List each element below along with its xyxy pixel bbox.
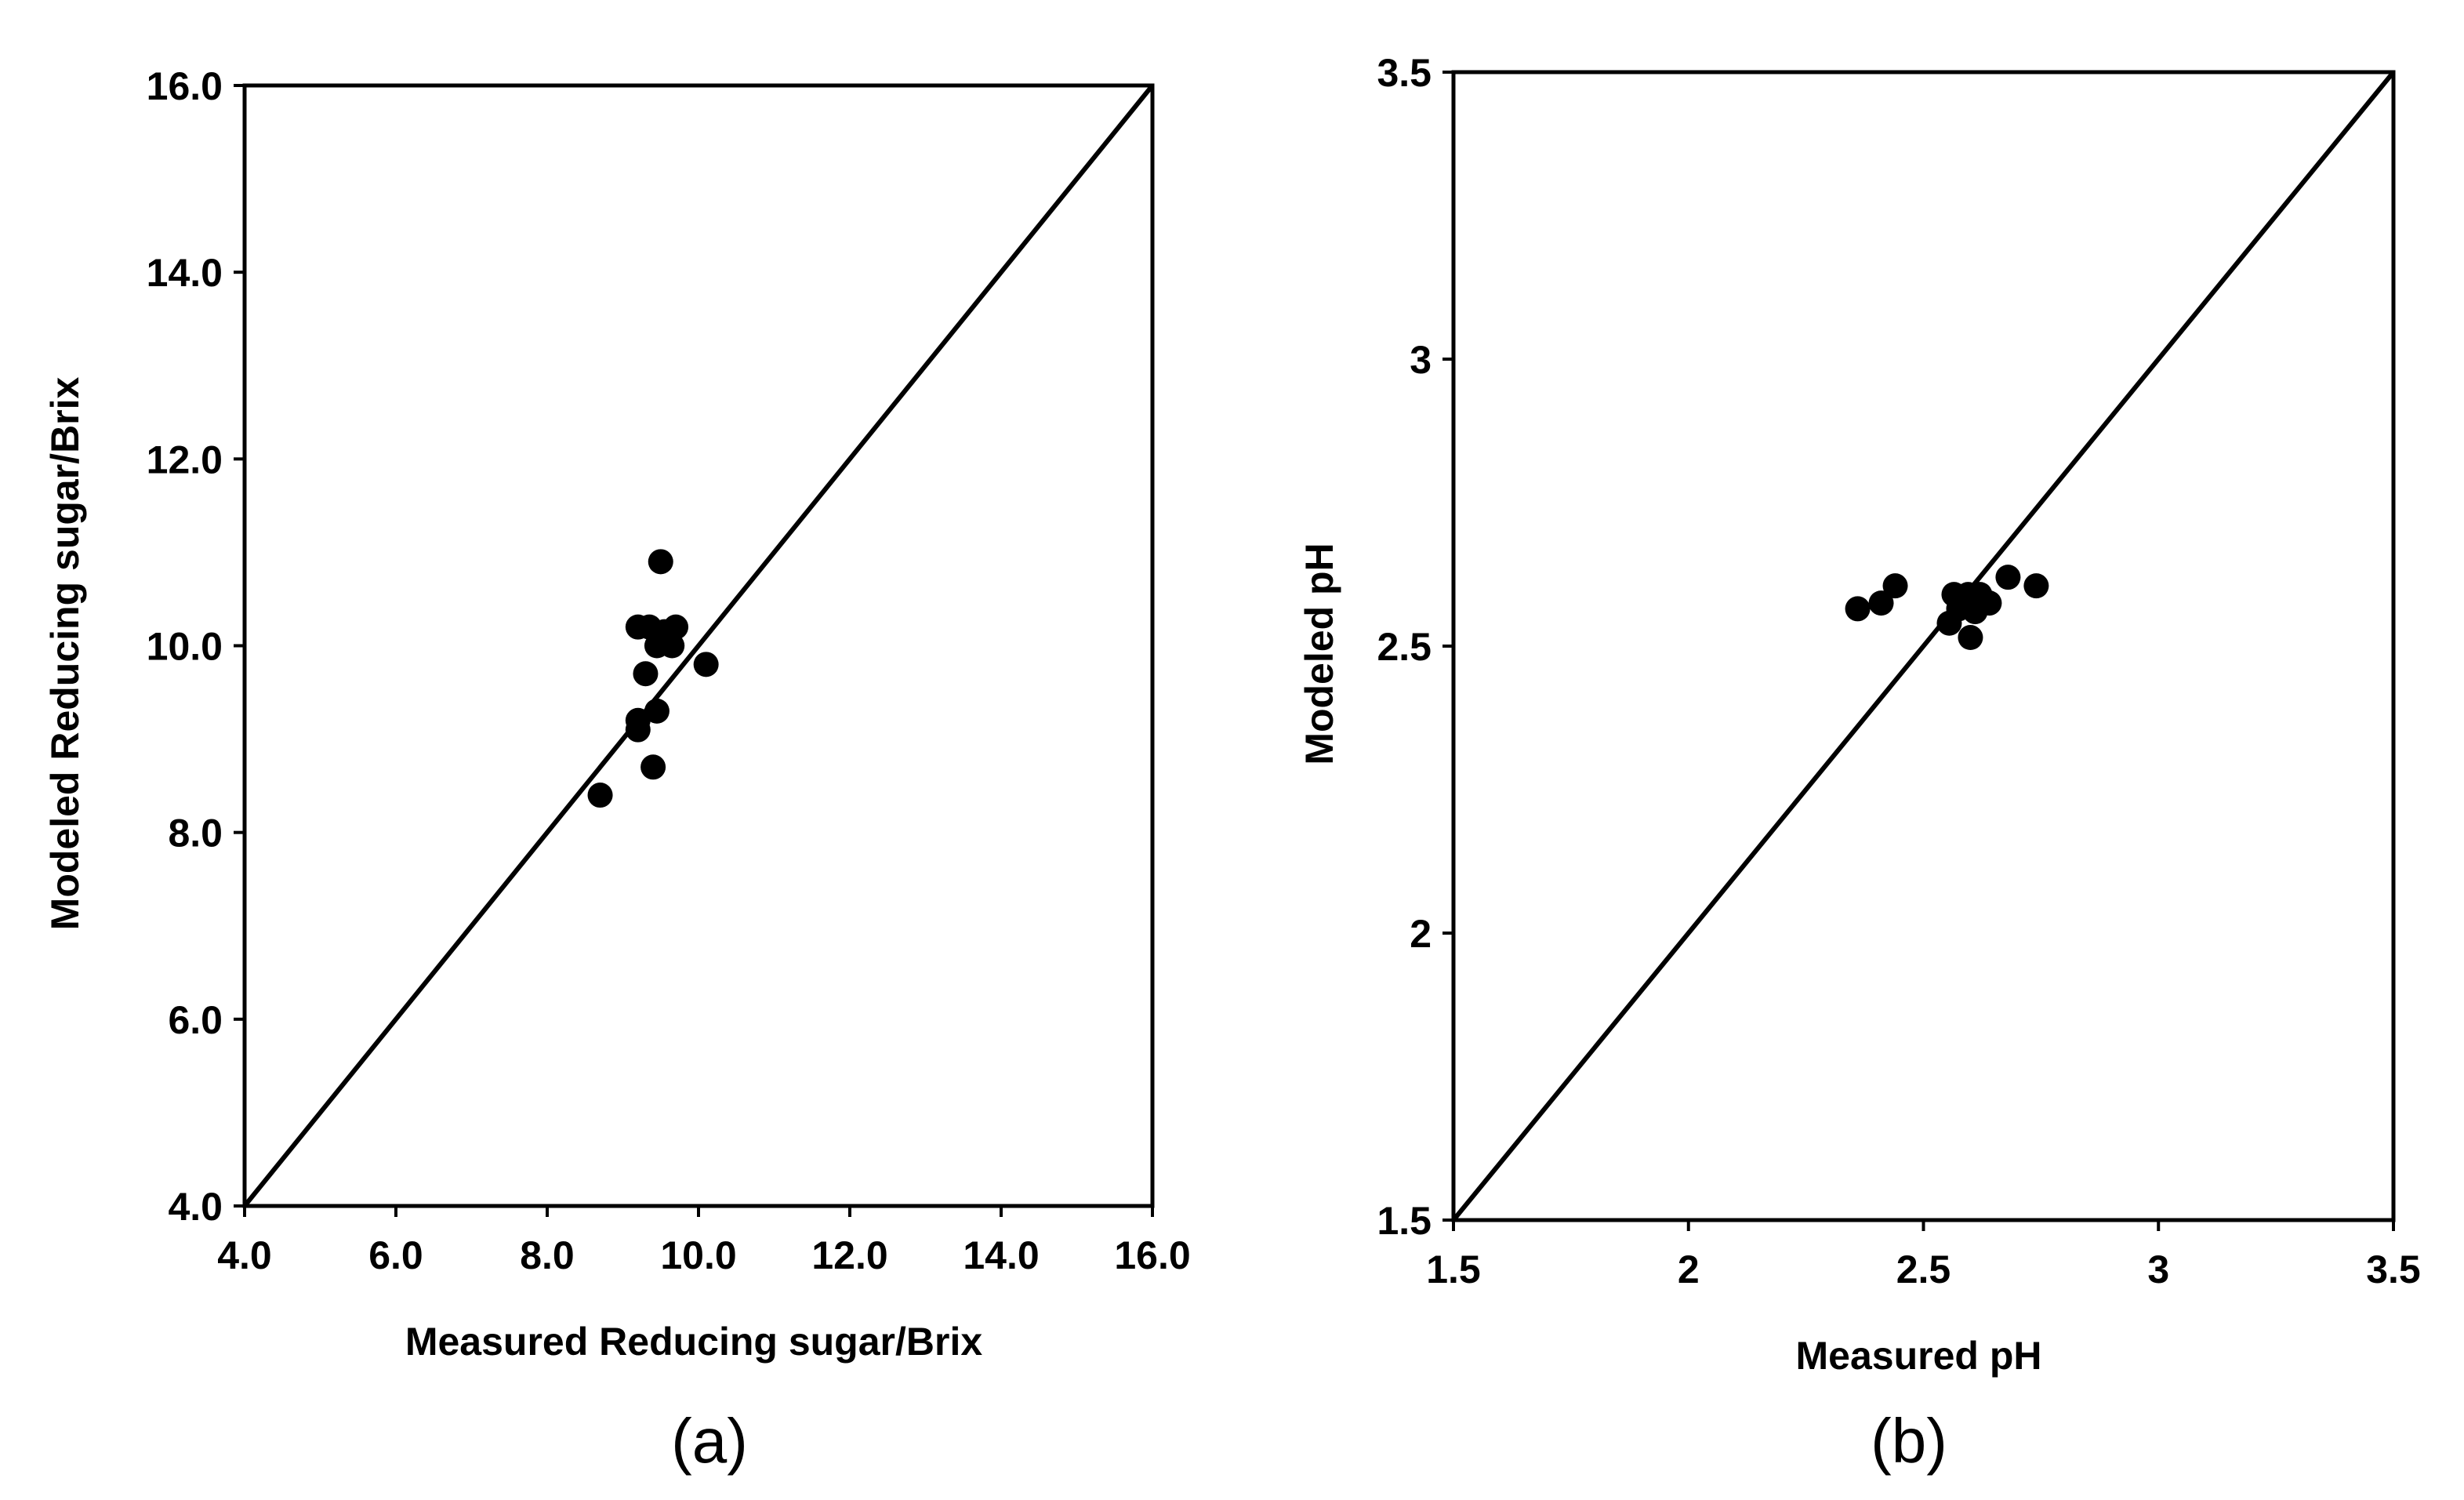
- panel-b-data-point: [1958, 625, 1983, 651]
- panel-a-y-axis-title: Modeled Reducing sugar/Brix: [43, 376, 87, 930]
- panel-b-data-point: [2023, 573, 2049, 599]
- panel-b-data-point: [1868, 590, 1894, 616]
- panel-b-x-axis-title: Measured pH: [1796, 1334, 2042, 1378]
- panel-b-data-point: [1882, 573, 1908, 599]
- panel-b-x-tick-label: 1.5: [1426, 1248, 1481, 1291]
- panel-b-caption: (b): [1871, 1406, 1947, 1476]
- panel-b-y-axis-title: Modeled pH: [1297, 543, 1341, 765]
- panel-a-y-tick-label: 12.0: [147, 438, 223, 481]
- panel-a-data-point: [659, 633, 685, 659]
- panel-a-reference-line: [242, 84, 1155, 1208]
- panel-a-x-tick-label: 12.0: [811, 1233, 887, 1277]
- panel-a-data-point: [625, 707, 651, 733]
- panel-a-data-point: [633, 661, 659, 687]
- panel-b-data-point: [1976, 590, 2002, 616]
- panel-b-y-tick-label: 3.5: [1377, 51, 1432, 95]
- panel-b-y-tick-label: 3: [1410, 338, 1432, 382]
- panel-a-x-tick-label: 16.0: [1114, 1233, 1190, 1277]
- panel-a-x-tick-label: 4.0: [217, 1233, 272, 1277]
- panel-b-y-tick-label: 2.5: [1377, 625, 1432, 669]
- panel-b-y-tick-label: 1.5: [1377, 1199, 1432, 1243]
- panel-a-x-tick-label: 6.0: [368, 1233, 423, 1277]
- panel-b-reference-line: [1451, 71, 2396, 1222]
- panel-b-x-tick-label: 2.5: [1896, 1248, 1951, 1291]
- panel-a-data-point: [640, 754, 666, 780]
- panel-a-data-point: [663, 614, 689, 640]
- panel-a-y-tick-label: 6.0: [168, 998, 223, 1042]
- panel-a-y-tick-label: 8.0: [168, 812, 223, 855]
- panel-a-caption: (a): [671, 1406, 748, 1476]
- panel-a-x-tick-label: 14.0: [963, 1233, 1039, 1277]
- panel-b-data-point: [1845, 596, 1871, 622]
- panel-a-data-point: [648, 549, 673, 575]
- panel-a-x-axis-title: Measured Reducing sugar/Brix: [405, 1320, 982, 1364]
- panel-b-x-tick-label: 3.5: [2366, 1248, 2421, 1291]
- panel-a-x-tick-label: 10.0: [660, 1233, 736, 1277]
- panel-a-data-point: [693, 652, 719, 677]
- panel-b-data-point: [1995, 565, 2021, 590]
- panel-b-y-tick-label: 2: [1410, 912, 1432, 956]
- panel-a-data-point: [644, 698, 670, 724]
- panel-b-x-tick-label: 2: [1678, 1248, 1700, 1291]
- panel-a-y-tick-label: 16.0: [147, 64, 223, 108]
- panel-a-y-tick-label: 10.0: [147, 625, 223, 669]
- panel-a-y-tick-label: 4.0: [168, 1185, 223, 1229]
- panel-b-x-tick-label: 3: [2147, 1248, 2169, 1291]
- panel-a-data-point: [587, 783, 613, 808]
- panel-a-y-tick-label: 14.0: [147, 251, 223, 295]
- panel-a-x-tick-label: 8.0: [520, 1233, 575, 1277]
